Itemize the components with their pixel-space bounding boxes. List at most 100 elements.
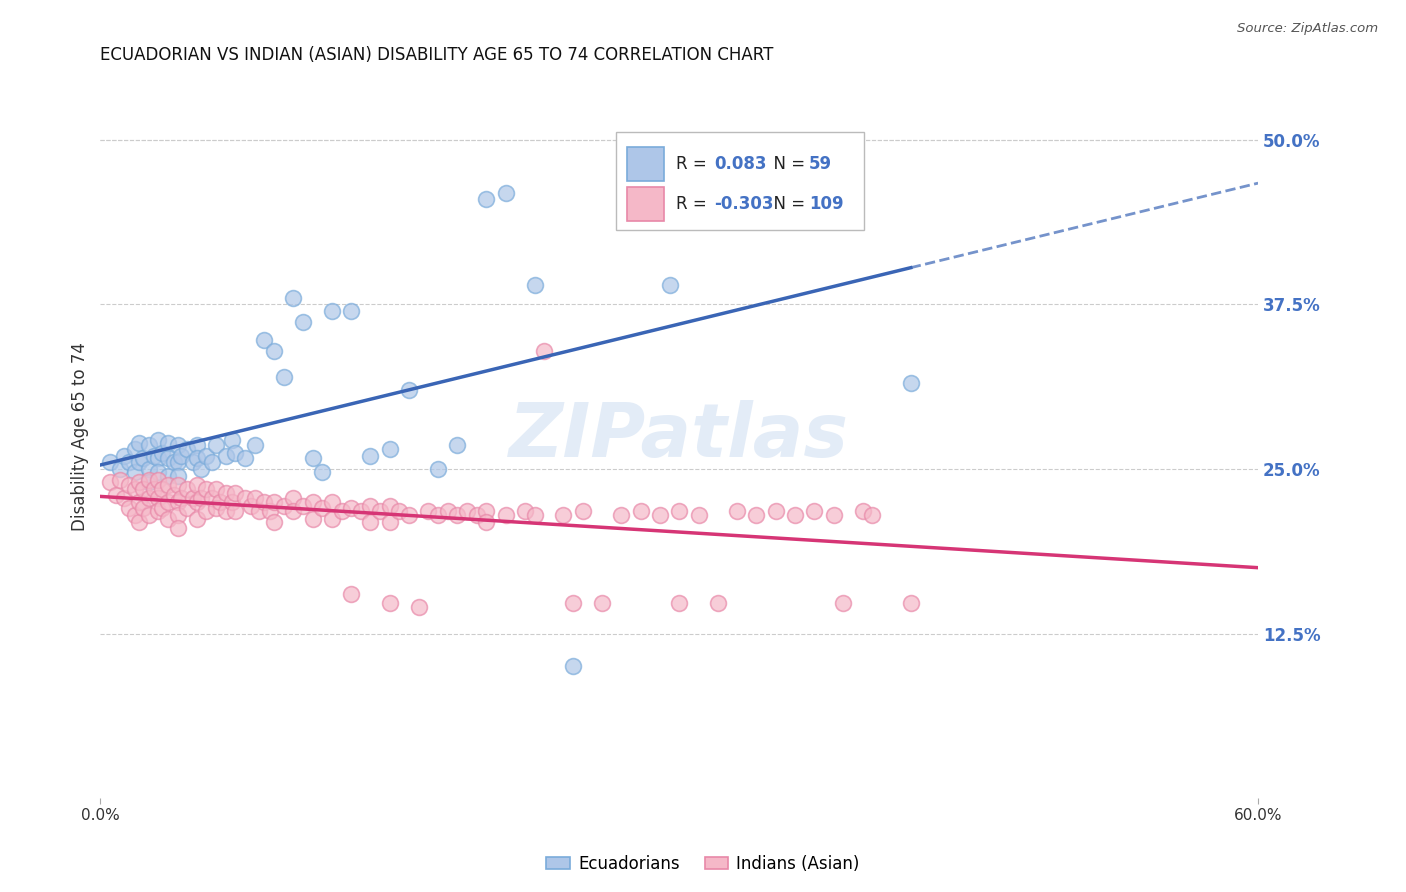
Point (291, 315, 314, 329)
Point (233, 451, 256, 466)
Point (311, 465, 333, 479)
Point (427, 462, 450, 476)
Point (221, 433, 243, 447)
Point (143, 449, 166, 463)
Point (201, 455, 224, 469)
Point (823, 508, 845, 522)
Point (176, 442, 198, 457)
Point (668, 504, 690, 518)
Point (688, 508, 710, 522)
Point (803, 504, 825, 518)
Point (330, 504, 353, 518)
Point (98, 455, 121, 469)
Point (186, 451, 208, 466)
Point (138, 491, 160, 505)
Point (418, 504, 440, 518)
Point (138, 473, 160, 487)
Point (832, 596, 855, 610)
Text: ECUADORIAN VS INDIAN (ASIAN) DISABILITY AGE 65 TO 74 CORRELATION CHART: ECUADORIAN VS INDIAN (ASIAN) DISABILITY … (100, 46, 773, 64)
Point (523, 508, 546, 522)
Point (156, 512, 179, 526)
Point (523, 277, 546, 292)
Point (900, 376, 922, 391)
Point (321, 512, 343, 526)
Point (166, 455, 188, 469)
Point (283, 504, 305, 518)
Point (368, 504, 391, 518)
Point (321, 495, 343, 509)
Point (156, 435, 179, 450)
Point (398, 383, 420, 397)
Point (128, 495, 150, 509)
Point (263, 495, 285, 509)
Point (170, 491, 193, 505)
Point (150, 482, 173, 496)
Point (166, 495, 188, 509)
FancyBboxPatch shape (616, 132, 865, 230)
Point (378, 499, 401, 513)
Point (170, 449, 193, 463)
Point (475, 515, 498, 529)
Point (610, 508, 633, 522)
Point (163, 455, 186, 469)
Point (398, 508, 420, 522)
Point (388, 504, 411, 518)
Point (247, 504, 270, 518)
Point (112, 491, 135, 505)
FancyBboxPatch shape (627, 187, 664, 221)
Point (166, 521, 188, 535)
Point (208, 495, 231, 509)
Point (166, 477, 188, 491)
Text: -0.303: -0.303 (714, 194, 773, 212)
Point (378, 442, 401, 457)
Point (148, 465, 170, 479)
Point (321, 304, 343, 318)
Point (783, 508, 806, 522)
Point (301, 495, 323, 509)
Point (513, 504, 536, 518)
Point (176, 482, 198, 496)
Point (224, 485, 246, 500)
Point (124, 465, 146, 479)
Point (215, 504, 238, 518)
Point (360, 449, 382, 463)
Point (239, 499, 262, 513)
Y-axis label: Disability Age 65 to 74: Disability Age 65 to 74 (72, 342, 89, 531)
Text: Source: ZipAtlas.com: Source: ZipAtlas.com (1237, 22, 1378, 36)
Point (291, 499, 314, 513)
Point (301, 451, 323, 466)
Point (124, 442, 146, 457)
Point (658, 277, 681, 292)
Point (186, 438, 208, 452)
Point (900, 596, 922, 610)
Point (138, 462, 160, 476)
Point (725, 504, 748, 518)
Point (630, 192, 652, 206)
Point (124, 482, 146, 496)
Point (138, 508, 160, 522)
Point (156, 495, 179, 509)
Point (186, 495, 208, 509)
Point (166, 468, 188, 483)
Point (243, 491, 266, 505)
Point (765, 504, 787, 518)
Point (571, 504, 593, 518)
Point (128, 455, 150, 469)
Text: R =: R = (676, 194, 711, 212)
Point (132, 451, 155, 466)
Point (181, 455, 204, 469)
Point (263, 515, 285, 529)
Point (186, 512, 208, 526)
Point (118, 455, 141, 469)
Point (104, 488, 127, 502)
Point (648, 508, 671, 522)
Point (340, 501, 363, 516)
Point (562, 659, 585, 673)
Point (495, 508, 517, 522)
Point (205, 438, 228, 452)
Text: 0.083: 0.083 (714, 155, 766, 173)
Point (128, 515, 150, 529)
Point (668, 596, 690, 610)
Point (533, 343, 555, 358)
Point (475, 192, 498, 206)
